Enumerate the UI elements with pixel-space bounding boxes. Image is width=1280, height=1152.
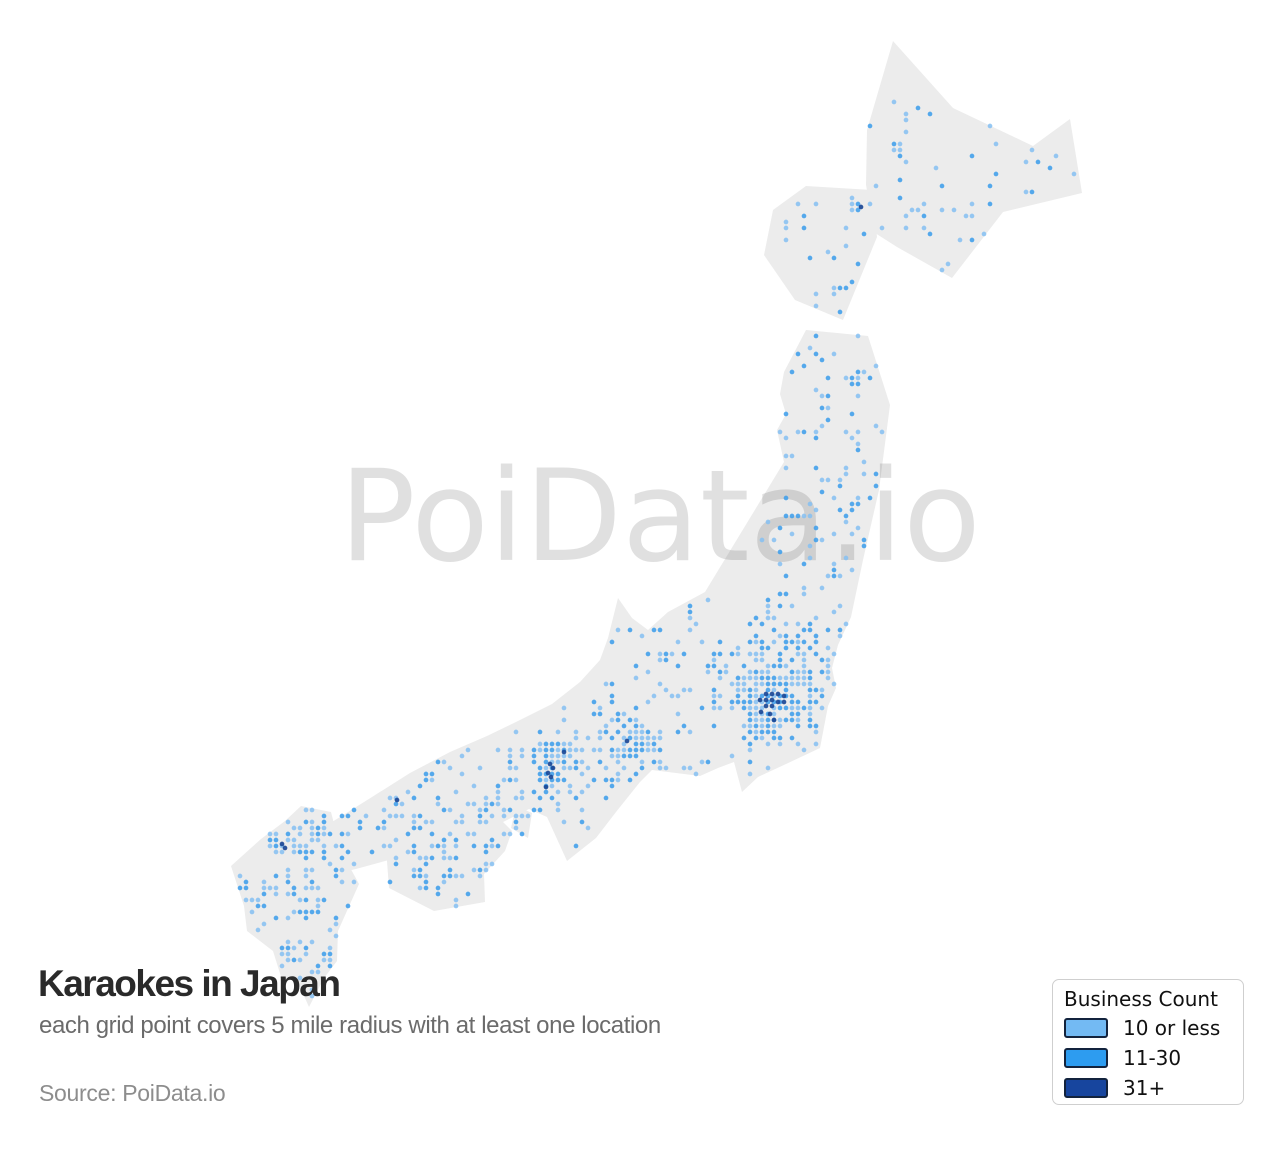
legend-item-label: 11-30 — [1123, 1045, 1182, 1070]
legend-item-label: 31+ — [1123, 1075, 1166, 1100]
legend-swatch-icon — [1064, 1047, 1108, 1068]
legend-title: Business Count — [1064, 987, 1218, 1011]
island-hokkaido-southwest — [764, 186, 877, 320]
legend-item: 31+ — [1064, 1075, 1232, 1100]
island-kyushu — [231, 806, 359, 1007]
page-subtitle: each grid point covers 5 mile radius wit… — [39, 1012, 661, 1039]
watermark: PoiData.io — [339, 442, 981, 590]
legend-items: 10 or less 11-30 31+ — [1064, 1015, 1232, 1100]
page-title: Karaokes in Japan — [38, 963, 341, 1004]
dot-grid — [237, 99, 1077, 999]
legend-item-label: 10 or less — [1123, 1015, 1221, 1040]
legend-swatch-icon — [1064, 1017, 1108, 1038]
island-honshu — [281, 330, 890, 880]
legend-swatch-icon — [1064, 1077, 1108, 1098]
legend-box: Business Count 10 or less 11-30 31+ — [1052, 979, 1244, 1105]
island-shikoku — [386, 799, 512, 911]
island-hokkaido — [866, 41, 1082, 278]
legend-item: 10 or less — [1064, 1015, 1232, 1040]
legend-item: 11-30 — [1064, 1045, 1232, 1070]
source-caption: Source: PoiData.io — [39, 1080, 226, 1106]
